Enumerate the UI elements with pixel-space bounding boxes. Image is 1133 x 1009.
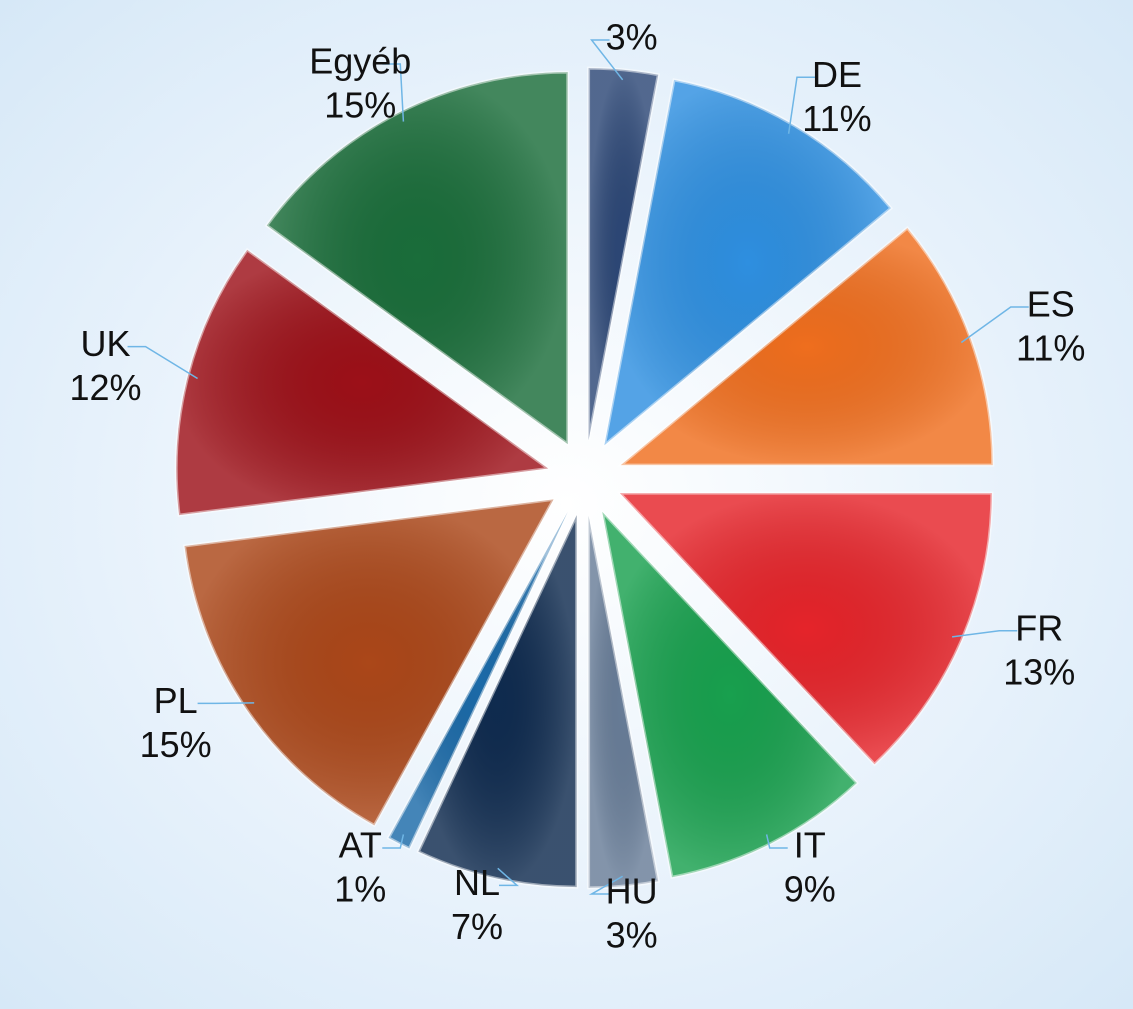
leader-line [382, 834, 405, 849]
value-label: 9% [784, 869, 836, 910]
leader-line [382, 63, 405, 122]
value-label: 3% [606, 915, 658, 956]
slice-shine [620, 228, 993, 466]
leader-line [497, 867, 520, 887]
category-label: UK [81, 323, 131, 364]
value-label: 1% [334, 869, 386, 910]
category-label: DE [812, 54, 862, 95]
slice-shine [588, 68, 659, 441]
slice-shine [588, 515, 659, 888]
leader-line [588, 875, 624, 895]
slice-shine [176, 249, 549, 516]
leader-line [960, 306, 1029, 344]
leader-line [127, 345, 198, 380]
slice-shine [619, 493, 992, 765]
leader-line [787, 76, 815, 134]
slice-shine [388, 511, 568, 849]
value-label: 15% [324, 84, 396, 125]
leader-line [952, 629, 1018, 638]
value-label: 7% [451, 906, 503, 947]
value-label: 13% [1003, 651, 1075, 692]
pie [174, 66, 995, 890]
slice-shine [604, 79, 891, 446]
value-label: 11% [1016, 327, 1085, 368]
leader-line [765, 834, 788, 849]
labels: 3%DE11%ES11%FR13%IT9%HU3%NL7%AT1%PL15%UK… [70, 16, 1086, 955]
value-label: 12% [70, 367, 142, 408]
slice-shine [602, 511, 857, 878]
category-label: IT [794, 825, 826, 866]
value-label: 11% [802, 98, 871, 139]
value-label: 15% [140, 724, 212, 765]
category-label: FR [1015, 607, 1063, 648]
slice-shine [266, 72, 568, 445]
leader-line [590, 39, 624, 81]
value-label: 3% [606, 16, 658, 57]
slice-shine [418, 515, 577, 888]
category-label: ES [1027, 283, 1075, 324]
slice-shine [184, 499, 554, 826]
category-label: AT [339, 825, 382, 866]
category-label: NL [454, 862, 500, 903]
category-label: HU [606, 871, 658, 912]
category-label: Egyéb [309, 40, 411, 81]
category-label: PL [154, 680, 198, 721]
